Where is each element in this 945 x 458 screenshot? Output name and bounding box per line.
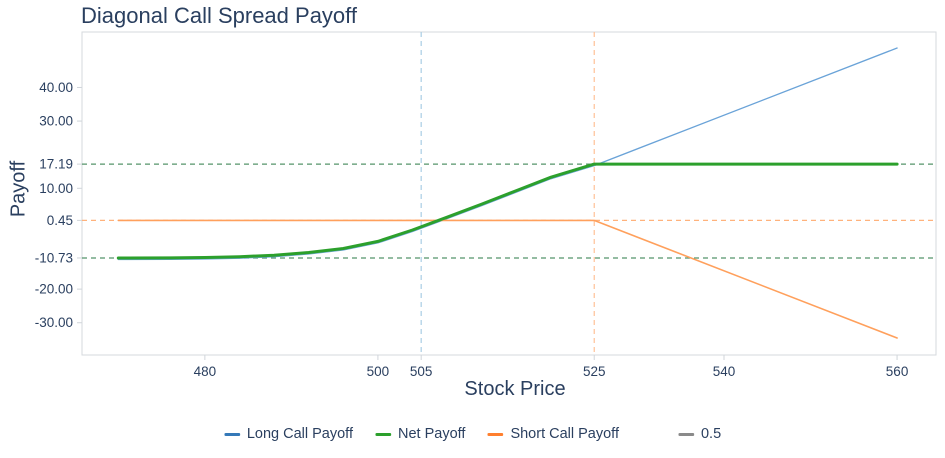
legend-item-net-payoff[interactable]: Net Payoff	[374, 426, 466, 442]
legend-label: Short Call Payoff	[510, 426, 619, 442]
y-tick-label: 40.00	[39, 80, 73, 95]
legend-label: 0.5	[700, 426, 722, 442]
series-short-call-payoff[interactable]	[117, 219, 898, 339]
x-axis-title: Stock Price	[464, 378, 566, 400]
x-tick-label: 560	[886, 364, 909, 379]
legend-swatch	[223, 432, 240, 436]
x-tick-label: 540	[713, 364, 736, 379]
legend-label: Net Payoff	[397, 426, 466, 442]
legend: Long Call Payoff Net Payoff Short Call Pay…	[213, 426, 732, 442]
legend-label: Long Call Payoff	[246, 426, 353, 442]
legend-swatch	[677, 432, 694, 436]
y-tick-label: 17.19	[39, 157, 73, 172]
chart-title: Diagonal Call Spread Payoff	[81, 3, 357, 28]
legend-item-0.5[interactable]: 0.5	[677, 426, 722, 442]
legend-swatch	[374, 432, 391, 436]
series-net-payoff[interactable]	[116, 162, 899, 260]
legend-item-short-call-payoff[interactable]: Short Call Payoff	[487, 426, 619, 442]
x-tick-label: 480	[194, 364, 217, 379]
x-tick-label: 505	[410, 364, 433, 379]
y-tick-label: -20.00	[35, 282, 73, 297]
x-tick-label: 500	[367, 364, 390, 379]
x-tick-label: 525	[583, 364, 606, 379]
legend-swatch	[487, 432, 504, 436]
y-tick-label: -10.73	[35, 250, 73, 265]
y-tick-label: 30.00	[39, 114, 73, 129]
legend-item-long-call-payoff[interactable]: Long Call Payoff	[223, 426, 353, 442]
y-tick-label: -30.00	[35, 315, 73, 330]
y-tick-label: 0.45	[47, 213, 73, 228]
y-tick-label: 10.00	[39, 181, 73, 196]
